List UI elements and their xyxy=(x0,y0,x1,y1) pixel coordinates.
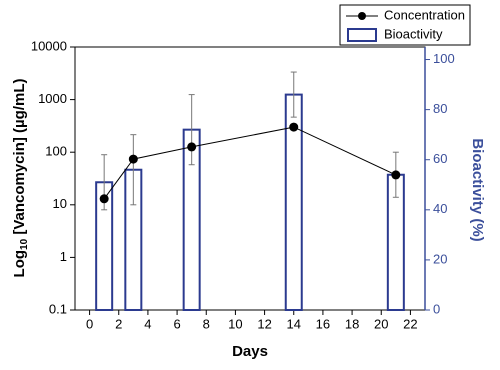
y-tick-label: 100 xyxy=(45,144,67,159)
y-tick-label: 10000 xyxy=(31,38,67,53)
y2-tick-label: 80 xyxy=(433,101,447,116)
x-tick-label: 22 xyxy=(403,316,417,331)
x-tick-label: 12 xyxy=(257,316,271,331)
point xyxy=(187,142,197,152)
y2-tick-label: 40 xyxy=(433,201,447,216)
y2-tick-label: 20 xyxy=(433,251,447,266)
y-tick-label: 10 xyxy=(53,196,67,211)
y2-tick-label: 100 xyxy=(433,51,455,66)
y2-tick-label: 0 xyxy=(433,301,440,316)
y2-axis-label: Bioactivity (%) xyxy=(469,138,486,241)
point xyxy=(128,154,138,164)
y-tick-label: 1000 xyxy=(38,91,67,106)
point xyxy=(391,170,401,180)
x-tick-label: 2 xyxy=(115,316,122,331)
legend-box xyxy=(339,4,471,46)
point xyxy=(99,194,109,204)
y-tick-label: 1 xyxy=(60,249,67,264)
y-axis-label: Log10 [Vancomycin] (µg/mL) xyxy=(11,79,30,278)
x-tick-label: 16 xyxy=(316,316,330,331)
legend-label: Bioactivity xyxy=(384,26,443,41)
line xyxy=(103,126,397,200)
x-tick-label: 6 xyxy=(173,316,180,331)
legend-label: Concentration xyxy=(384,7,465,22)
legend-marker xyxy=(358,12,366,20)
x-tick-label: 20 xyxy=(374,316,388,331)
plot-frame xyxy=(74,46,426,311)
x-tick-label: 4 xyxy=(144,316,151,331)
x-tick-label: 18 xyxy=(345,316,359,331)
point xyxy=(289,122,299,132)
x-axis-label: Days xyxy=(232,343,268,360)
x-tick-label: 8 xyxy=(203,316,210,331)
x-tick-label: 10 xyxy=(228,316,242,331)
x-tick-label: 0 xyxy=(86,316,93,331)
legend-swatch xyxy=(347,28,377,42)
y-tick-label: 0.1 xyxy=(49,301,67,316)
x-tick-label: 14 xyxy=(287,316,301,331)
y2-tick-label: 60 xyxy=(433,151,447,166)
